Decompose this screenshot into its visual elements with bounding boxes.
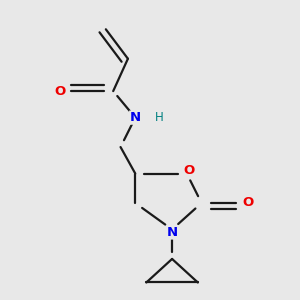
Text: N: N [167,226,178,239]
Text: H: H [155,111,164,124]
Text: O: O [242,196,253,209]
Text: O: O [54,85,65,98]
Text: O: O [183,164,194,176]
Text: N: N [130,111,141,124]
